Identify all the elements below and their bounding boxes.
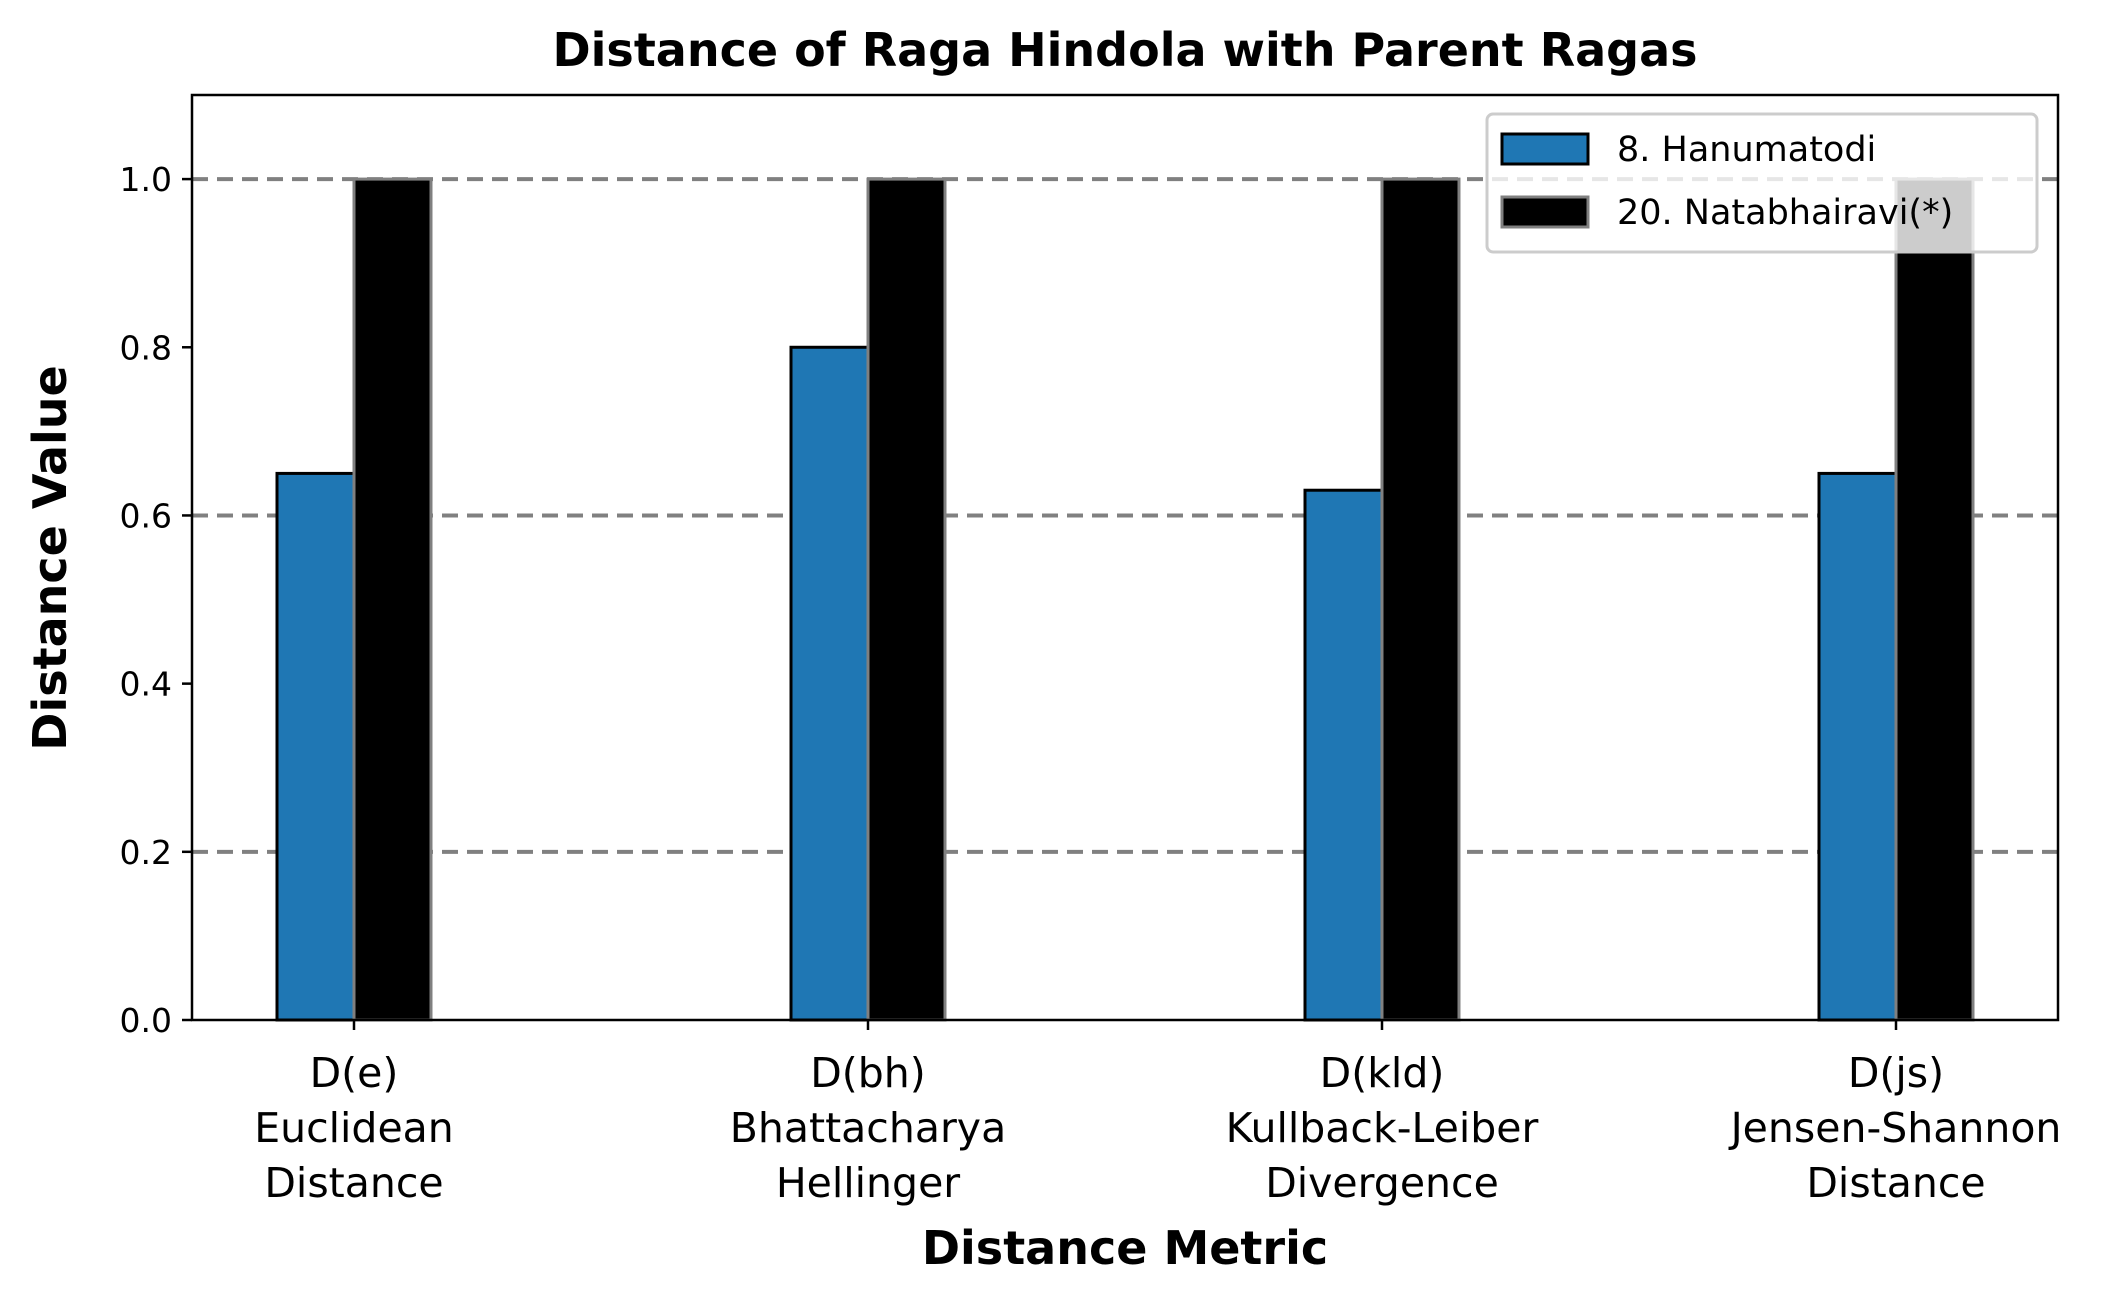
- y-axis-title: Distance Value: [23, 365, 77, 750]
- gridlines: [192, 177, 2058, 854]
- x-tick-label-1: D(bh) Bhattacharya Hellinger: [730, 1049, 1006, 1207]
- x-axis-ticks: D(e) Euclidean Distance D(bh) Bhattacharya He…: [254, 1020, 2061, 1207]
- y-tick-label-1: 0.2: [120, 833, 172, 872]
- bar-series0-cat3: [1817, 471, 1898, 1022]
- bar-series0-cat1: [789, 345, 870, 1022]
- y-axis-ticks: 0.0 0.2 0.4 0.6 0.8 1.0: [120, 160, 192, 1040]
- y-tick-label-2: 0.4: [120, 665, 172, 704]
- bars: [275, 177, 1975, 1022]
- plot-frame: [190, 93, 2060, 1022]
- y-tick-label-3: 0.6: [120, 496, 172, 535]
- x-axis-title: Distance Metric: [922, 1221, 1328, 1275]
- bar-series1-cat1: [866, 177, 947, 1022]
- bar-series1-cat3: [1894, 177, 1975, 1022]
- bar-series1-cat0: [352, 177, 433, 1022]
- y-tick-label-0: 0.0: [120, 1001, 172, 1040]
- x-tick-label-2: D(kld) Kullback-Leiber Divergence: [1226, 1049, 1539, 1207]
- bar-series0-cat0: [275, 471, 356, 1022]
- y-tick-label-5: 1.0: [120, 160, 172, 199]
- legend-box: [1485, 112, 2039, 254]
- chart-title: Distance of Raga Hindola with Parent Rag…: [552, 23, 1697, 77]
- legend-label-0: 8. Hanumatodi: [1617, 130, 1876, 170]
- bar-series1-cat2: [1380, 177, 1461, 1022]
- y-tick-label-4: 0.8: [120, 328, 172, 367]
- legend-swatch-1: [1500, 195, 1590, 229]
- bar-series0-cat2: [1303, 488, 1384, 1022]
- legend-swatch-0: [1500, 132, 1590, 166]
- legend-label-1: 20. Natabhairavi(*): [1617, 193, 1953, 233]
- legend: 8. Hanumatodi 20. Natabhairavi(*): [1485, 112, 2039, 254]
- x-tick-label-3: D(js) Jensen-Shannon Distance: [1728, 1049, 2062, 1207]
- x-tick-label-0: D(e) Euclidean Distance: [254, 1049, 454, 1207]
